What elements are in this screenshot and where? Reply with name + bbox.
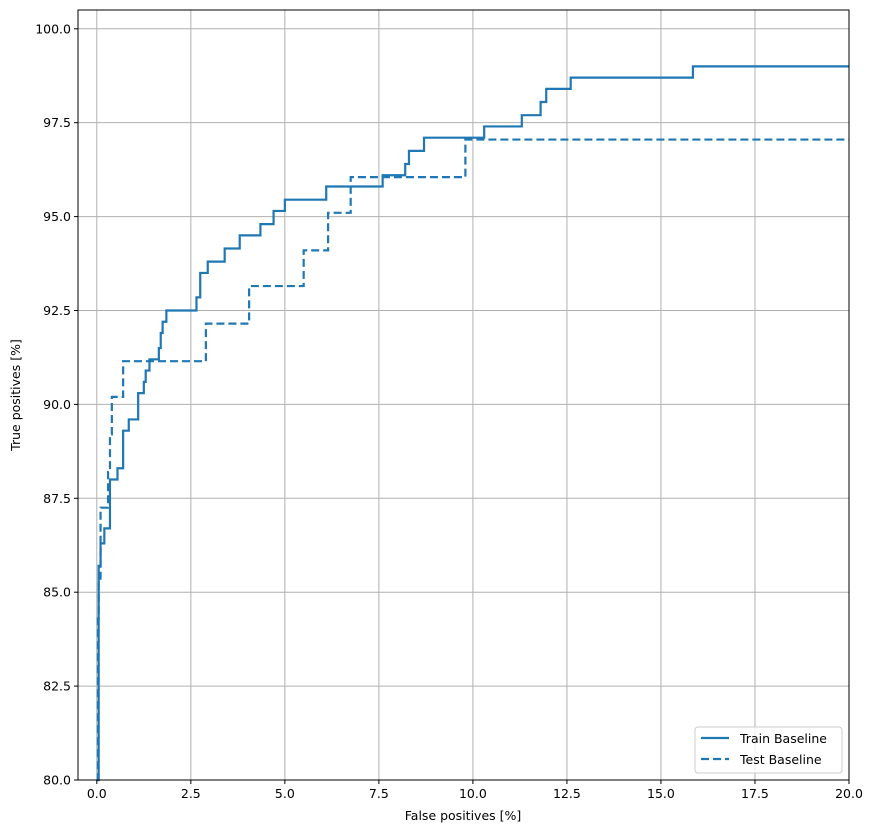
ticks: 0.0 2.5 5.0 7.5 10.0 12.5 15.0 17.5 20.0 80.0 82.5… (35, 21, 863, 801)
x-tick-label: 10.0 (459, 786, 487, 801)
legend-label-train: Train Baseline (739, 731, 827, 746)
x-tick-label: 17.5 (741, 786, 769, 801)
plot-frame (77, 9, 850, 781)
legend-label-test: Test Baseline (739, 752, 822, 767)
x-axis-label: False positives [%] (405, 808, 522, 823)
y-tick-label: 100.0 (35, 21, 71, 36)
grid (78, 10, 850, 781)
x-tick-label: 0.0 (87, 786, 107, 801)
x-tick-label: 7.5 (369, 786, 389, 801)
legend: Train Baseline Test Baseline (694, 726, 843, 774)
x-tick-label: 12.5 (553, 786, 581, 801)
x-tick-label: 20.0 (835, 786, 863, 801)
x-tick-label: 2.5 (181, 786, 201, 801)
series-line-train (96, 65, 849, 782)
y-tick-label: 80.0 (43, 773, 71, 788)
y-tick-label: 92.5 (43, 303, 71, 318)
series-line-test (96, 138, 849, 782)
y-tick-label: 97.5 (43, 115, 71, 130)
y-tick-label: 95.0 (43, 209, 71, 224)
series-lines (96, 65, 849, 782)
y-tick-label: 82.5 (43, 679, 71, 694)
legend-box (694, 726, 843, 774)
y-axis-label: True positives [%] (8, 339, 23, 452)
y-tick-label: 87.5 (43, 491, 71, 506)
y-tick-label: 85.0 (43, 585, 71, 600)
x-tick-label: 15.0 (647, 786, 675, 801)
x-tick-label: 5.0 (275, 786, 295, 801)
y-tick-label: 90.0 (43, 397, 71, 412)
